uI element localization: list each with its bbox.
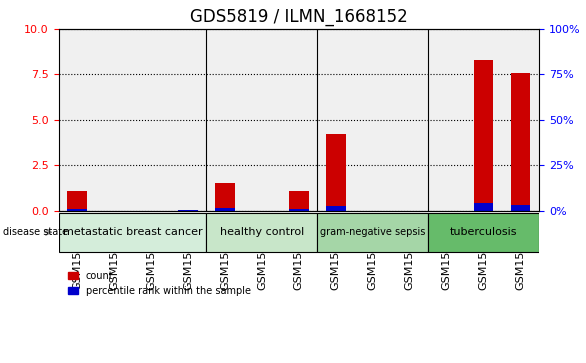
Text: healthy control: healthy control xyxy=(220,227,304,237)
FancyBboxPatch shape xyxy=(428,213,539,252)
Bar xyxy=(326,134,346,211)
Bar xyxy=(59,29,96,211)
Bar xyxy=(67,191,87,211)
Bar xyxy=(132,29,169,211)
Bar xyxy=(511,205,530,211)
Bar xyxy=(511,73,530,211)
Bar xyxy=(391,29,428,211)
Bar xyxy=(326,206,346,211)
Title: GDS5819 / ILMN_1668152: GDS5819 / ILMN_1668152 xyxy=(190,8,408,26)
FancyBboxPatch shape xyxy=(59,213,206,252)
Bar xyxy=(215,183,234,211)
Bar xyxy=(67,209,87,211)
Bar xyxy=(243,29,280,211)
Bar xyxy=(280,29,318,211)
Bar xyxy=(474,60,493,211)
Text: disease state: disease state xyxy=(3,227,68,237)
Bar xyxy=(289,191,309,211)
Bar xyxy=(502,29,539,211)
FancyBboxPatch shape xyxy=(318,213,428,252)
Bar xyxy=(178,209,197,211)
Bar xyxy=(465,29,502,211)
Text: metastatic breast cancer: metastatic breast cancer xyxy=(63,227,202,237)
Bar xyxy=(318,29,355,211)
Bar xyxy=(289,209,309,211)
Bar xyxy=(355,29,391,211)
Text: tuberculosis: tuberculosis xyxy=(450,227,517,237)
Bar xyxy=(215,208,234,211)
Bar xyxy=(169,29,206,211)
Bar xyxy=(474,203,493,211)
Legend: count, percentile rank within the sample: count, percentile rank within the sample xyxy=(63,266,255,301)
Bar xyxy=(206,29,243,211)
FancyBboxPatch shape xyxy=(206,213,318,252)
Bar xyxy=(428,29,465,211)
Bar xyxy=(96,29,132,211)
Text: gram-negative sepsis: gram-negative sepsis xyxy=(320,227,425,237)
FancyArrowPatch shape xyxy=(45,229,52,235)
